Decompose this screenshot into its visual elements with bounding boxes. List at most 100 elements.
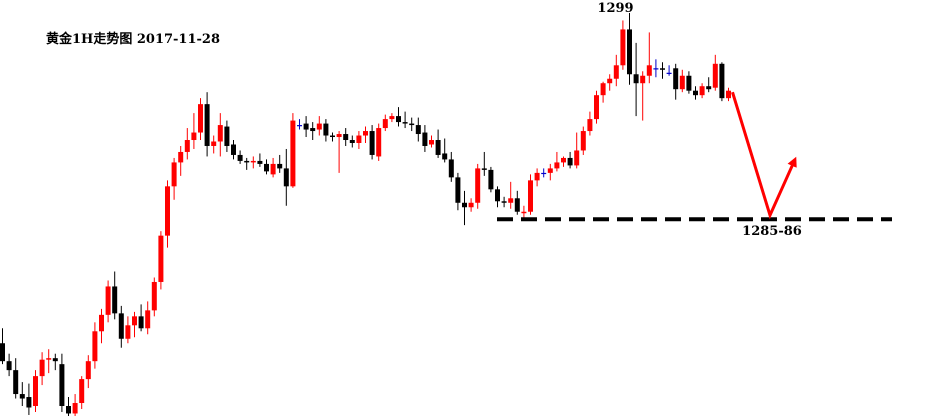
candle-body xyxy=(46,358,52,360)
support-price-label: 1285-86 xyxy=(742,224,802,239)
candle-body xyxy=(435,140,441,155)
candle-body xyxy=(310,128,316,132)
candle-body xyxy=(66,406,71,414)
candle-body xyxy=(184,140,190,152)
candle-body xyxy=(363,131,368,136)
candle-body xyxy=(396,116,401,123)
candle-body xyxy=(277,163,283,169)
candle-body xyxy=(198,104,203,133)
candle-body xyxy=(409,123,415,126)
candle-body xyxy=(660,68,665,70)
candle-body xyxy=(211,141,217,146)
candle-body xyxy=(481,168,487,170)
candle-body xyxy=(607,78,613,84)
candle-body xyxy=(112,286,118,314)
candle-body xyxy=(600,83,606,96)
candle-body xyxy=(72,403,78,414)
candle-body xyxy=(640,75,646,84)
candle-body xyxy=(554,162,560,169)
candle-body xyxy=(290,120,296,187)
candle-body xyxy=(343,134,349,141)
candle-body xyxy=(283,168,289,187)
candle-body xyxy=(382,119,388,129)
candle-body xyxy=(349,140,355,143)
candle-body xyxy=(429,140,434,145)
candle-body xyxy=(521,211,527,214)
candle-body xyxy=(191,132,197,141)
candle-body xyxy=(693,90,698,96)
candle-body xyxy=(52,358,58,362)
candle-body xyxy=(673,68,679,90)
candle-body xyxy=(59,364,65,406)
candle-body xyxy=(666,72,672,74)
candle-body xyxy=(125,325,131,339)
candle-body xyxy=(231,144,236,155)
candle-body xyxy=(415,125,421,135)
high-price-label: 1299 xyxy=(597,1,633,16)
candle-body xyxy=(594,95,599,120)
candle-body xyxy=(620,29,626,66)
candle-body xyxy=(85,361,91,380)
candle-body xyxy=(541,172,547,175)
candle-body xyxy=(574,150,580,166)
candle-body xyxy=(534,172,540,181)
candle-body xyxy=(528,180,533,212)
candle-body xyxy=(99,314,104,332)
candle-body xyxy=(204,104,210,146)
candle-body xyxy=(105,286,111,315)
candle-body xyxy=(0,343,5,362)
candle-body xyxy=(39,359,45,377)
candle-body xyxy=(178,151,184,163)
candle-body xyxy=(567,157,573,166)
candle-body xyxy=(237,154,243,161)
candle-body xyxy=(19,394,25,399)
candle-body xyxy=(389,116,395,120)
candle-body xyxy=(26,397,32,408)
candle-body xyxy=(422,132,428,146)
candle-body xyxy=(33,376,38,406)
candle-body xyxy=(92,331,98,362)
candle-body xyxy=(79,379,85,404)
candle-body xyxy=(369,131,375,155)
candle-body xyxy=(633,74,639,84)
candle-body xyxy=(514,198,520,212)
candle-body xyxy=(653,68,659,70)
candle-body xyxy=(495,189,500,202)
candle-body xyxy=(270,163,276,175)
candle-body xyxy=(6,361,12,371)
candle-body xyxy=(561,157,566,163)
candle-body xyxy=(488,169,494,190)
candle-body xyxy=(402,122,408,124)
candle-body xyxy=(132,316,137,326)
candle-body xyxy=(151,281,157,311)
candle-body xyxy=(264,163,269,172)
candle-body xyxy=(547,168,553,173)
candle-body xyxy=(13,370,19,395)
candle-body xyxy=(118,313,124,339)
candle-body xyxy=(336,134,342,138)
candle-body xyxy=(376,128,382,157)
candle-body xyxy=(699,86,705,96)
candle-body xyxy=(475,168,481,203)
candle-body xyxy=(646,65,652,76)
candle-body xyxy=(712,63,718,88)
candles-layer xyxy=(0,12,731,416)
candle-body xyxy=(706,86,712,90)
candle-body xyxy=(719,63,725,99)
candle-body xyxy=(257,160,263,164)
candle-body xyxy=(462,202,467,208)
candle-body xyxy=(448,159,454,178)
candle-body xyxy=(323,123,329,136)
candle-body xyxy=(455,177,461,203)
projection-arrow xyxy=(731,91,797,220)
candle-body xyxy=(145,310,151,329)
candle-body xyxy=(501,201,507,203)
candle-body xyxy=(613,65,619,79)
candle-body xyxy=(679,75,685,90)
candle-body xyxy=(303,123,309,130)
candle-body xyxy=(330,135,335,138)
candle-body xyxy=(587,119,593,132)
candle-body xyxy=(442,153,448,160)
candle-body xyxy=(508,198,514,203)
